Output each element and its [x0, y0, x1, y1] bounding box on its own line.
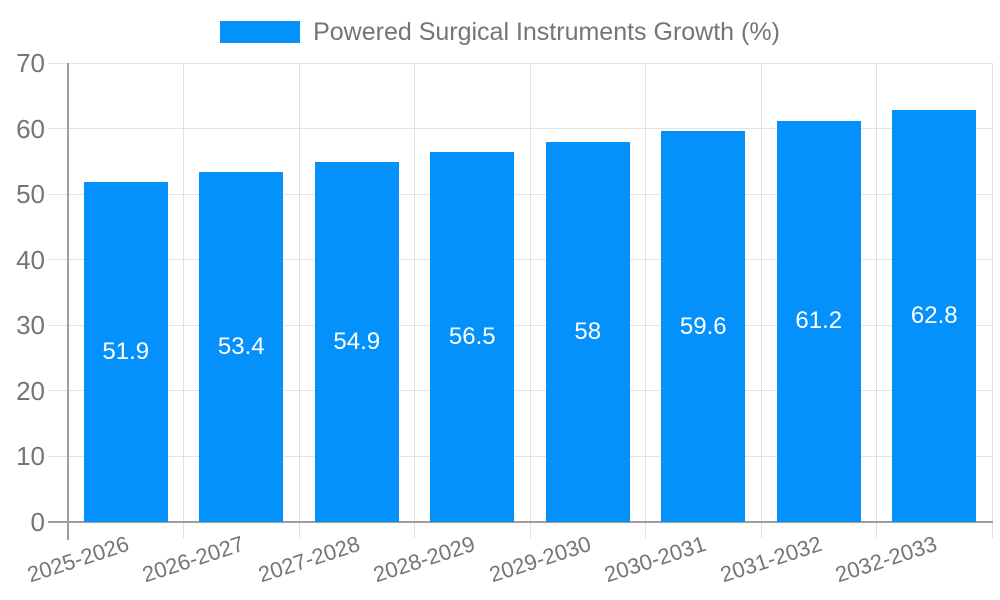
bar-value-label: 58	[574, 317, 602, 345]
gridline-horizontal	[48, 259, 992, 261]
legend-swatch[interactable]	[220, 21, 301, 43]
bar-2026-2027[interactable]	[199, 171, 284, 522]
x-axis-tick-label: 2028-2029	[370, 531, 478, 588]
bar-value-label: 59.6	[679, 312, 727, 340]
bar-value-label: 53.4	[217, 332, 265, 360]
bar-2028-2029[interactable]	[430, 151, 515, 522]
gridline-vertical	[876, 63, 877, 538]
bar-2027-2028[interactable]	[314, 162, 399, 522]
y-axis-line	[67, 63, 69, 540]
y-axis-tick-label: 0	[30, 507, 45, 537]
x-axis-tick-label: 2030-2031	[601, 531, 709, 588]
bar-value-label: 62.8	[910, 302, 958, 330]
y-axis-tick-label: 70	[16, 48, 45, 78]
legend-label[interactable]: Powered Surgical Instruments Growth (%)	[313, 17, 780, 46]
x-axis-line	[48, 521, 993, 523]
bar-value-label: 61.2	[795, 307, 843, 335]
bar-2032-2033[interactable]	[892, 110, 977, 522]
gridline-horizontal	[48, 455, 992, 457]
y-axis-tick-label: 30	[16, 310, 45, 341]
x-axis-tick-label: 2026-2027	[139, 531, 247, 588]
x-axis-tick-label: 2029-2030	[485, 531, 594, 588]
gridline-vertical	[760, 63, 762, 538]
gridline-horizontal	[48, 62, 992, 64]
bar-2029-2030[interactable]	[545, 141, 630, 522]
bar-value-label: 54.9	[333, 328, 381, 355]
gridline-vertical	[645, 63, 646, 538]
gridline-vertical	[414, 63, 415, 538]
gridline-horizontal	[48, 193, 992, 195]
y-axis-tick-label: 50	[16, 179, 45, 210]
y-axis-tick-label: 40	[16, 244, 45, 275]
y-axis-tick-label: 10	[16, 441, 45, 472]
gridline-horizontal	[48, 324, 992, 326]
gridline-vertical	[529, 63, 531, 538]
legend: Powered Surgical Instruments Growth (%)	[0, 16, 1000, 48]
bar-2031-2032[interactable]	[776, 120, 861, 522]
x-axis-tick-label: 2032-2033	[832, 531, 940, 588]
gridline-horizontal	[48, 390, 992, 392]
gridline-horizontal	[48, 128, 992, 130]
x-axis-tick-label: 2025-2026	[23, 531, 132, 588]
y-axis-tick-label: 60	[16, 113, 45, 144]
bar-value-label: 56.5	[448, 322, 496, 350]
bar-2025-2026[interactable]	[83, 181, 168, 522]
bar-value-label: 51.9	[102, 337, 150, 365]
y-axis-tick-label: 20	[16, 375, 45, 406]
gridline-vertical	[991, 63, 993, 538]
x-axis-tick-label: 2031-2032	[716, 531, 825, 588]
gridline-vertical	[183, 63, 184, 538]
x-axis-tick-label: 2027-2028	[254, 531, 363, 588]
bar-2030-2031[interactable]	[661, 131, 746, 522]
gridline-vertical	[298, 63, 300, 538]
